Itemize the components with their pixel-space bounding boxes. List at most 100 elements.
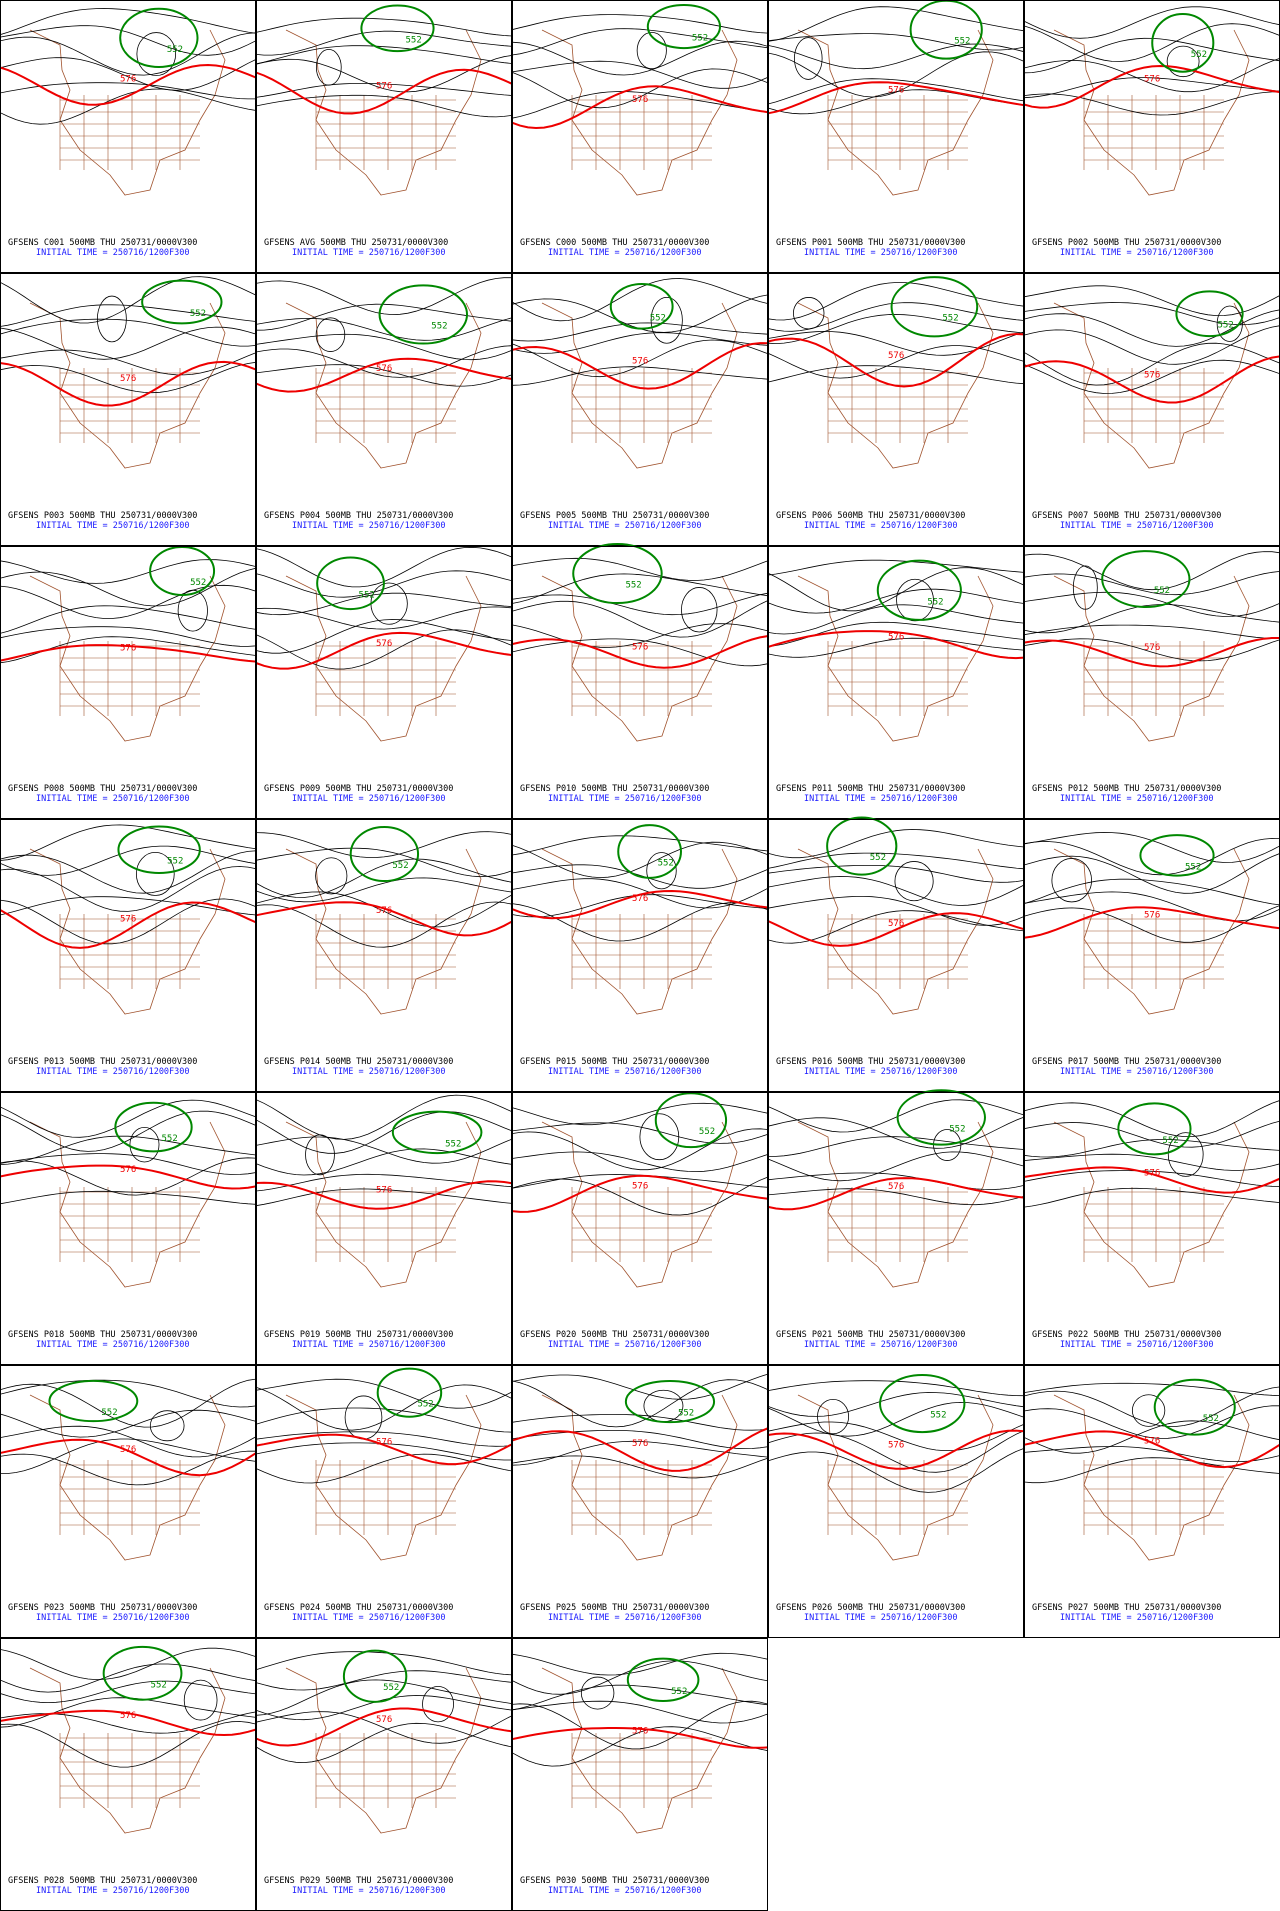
contour-552 — [1139, 834, 1215, 877]
coastline — [285, 1394, 482, 1561]
panel-title: GFSENS P008 500MB THU 250731/0000V300 — [8, 784, 197, 794]
contour-label: 552 — [1191, 50, 1207, 60]
contour-label: 552 — [190, 309, 206, 319]
initial-time: INITIAL TIME = 250716/1200F300 — [36, 1067, 190, 1077]
contour — [1023, 1382, 1280, 1396]
contour — [129, 1126, 160, 1163]
contour-576 — [255, 68, 513, 115]
contour-label: 576 — [888, 86, 904, 96]
contour-576 — [767, 1177, 1025, 1211]
initial-time: INITIAL TIME = 250716/1200F300 — [548, 1613, 702, 1623]
contour — [767, 559, 1025, 576]
contour — [255, 45, 513, 65]
map-panel: 576 552 GFSENS P024 500MB THU 250731/0000V… — [255, 1365, 513, 1638]
panel-title: GFSENS P002 500MB THU 250731/0000V300 — [1032, 238, 1221, 248]
contour-576 — [511, 635, 769, 669]
contour — [255, 317, 513, 341]
contour-576 — [1023, 1430, 1280, 1469]
contour — [255, 629, 513, 670]
panel-border — [0, 1092, 256, 1365]
contour — [255, 1711, 513, 1744]
panel-title: GFSENS P022 500MB THU 250731/0000V300 — [1032, 1330, 1221, 1340]
panel-border — [512, 1638, 768, 1911]
panel-border — [256, 273, 512, 546]
map-panel: 576 552 GFSENS P030 500MB THU 250731/0000V… — [511, 1638, 769, 1911]
contour-label: 552 — [699, 1127, 715, 1137]
contour-576 — [767, 1429, 1025, 1470]
contour — [315, 48, 342, 86]
contour — [1072, 565, 1098, 610]
contour-576 — [767, 81, 1025, 115]
contour-552 — [646, 4, 722, 50]
map-panel: 576 552 GFSENS P008 500MB THU 250731/0000V… — [0, 546, 257, 819]
contour-label: 552 — [383, 1683, 399, 1693]
contour-label: 576 — [632, 1439, 648, 1449]
contour-576 — [511, 1427, 769, 1472]
panel-title: GFSENS P012 500MB THU 250731/0000V300 — [1032, 784, 1221, 794]
contour — [767, 567, 1025, 612]
contour — [255, 1651, 513, 1676]
coastline — [541, 1121, 738, 1288]
contour-552 — [376, 1367, 443, 1418]
contour — [511, 294, 769, 333]
coastline — [797, 1121, 994, 1288]
contour-552 — [119, 7, 199, 68]
contour-label: 552 — [151, 1680, 167, 1690]
contour-576 — [0, 1164, 257, 1190]
initial-time: INITIAL TIME = 250716/1200F300 — [804, 1067, 958, 1077]
contour — [344, 1395, 383, 1440]
contour-label: 576 — [1144, 1437, 1160, 1447]
contour — [767, 1188, 1025, 1206]
contour — [1023, 853, 1280, 894]
contour-label: 576 — [888, 1182, 904, 1192]
map-panel: 576 552 GFSENS P005 500MB THU 250731/0000V… — [511, 273, 769, 546]
contour — [511, 1430, 769, 1450]
contour — [255, 877, 513, 903]
contour-label: 552 — [417, 1400, 433, 1410]
coastline — [1053, 29, 1250, 196]
contour — [255, 901, 513, 948]
panel-border — [1024, 1365, 1280, 1638]
contour — [0, 326, 257, 360]
initial-time: INITIAL TIME = 250716/1200F300 — [292, 794, 446, 804]
contour — [255, 94, 513, 118]
contour — [511, 592, 769, 616]
contour — [255, 592, 513, 616]
coastline — [285, 1121, 482, 1288]
contour — [0, 1647, 257, 1681]
contour-label: 576 — [1144, 74, 1160, 84]
initial-time: INITIAL TIME = 250716/1200F300 — [1060, 521, 1214, 531]
contour-label: 576 — [120, 374, 136, 384]
contour — [255, 831, 513, 858]
panel-title: GFSENS P014 500MB THU 250731/0000V300 — [264, 1057, 453, 1067]
contour — [255, 277, 512, 316]
coastline — [29, 1394, 226, 1561]
contour-552 — [102, 1645, 183, 1701]
contour-label: 552 — [942, 314, 958, 324]
initial-time: INITIAL TIME = 250716/1200F300 — [292, 1886, 446, 1896]
contour-552 — [1101, 550, 1191, 609]
contour — [1023, 6, 1280, 39]
initial-time: INITIAL TIME = 250716/1200F300 — [36, 1613, 190, 1623]
panel-title: GFSENS P015 500MB THU 250731/0000V300 — [520, 1057, 709, 1067]
contour — [0, 349, 257, 376]
contour-label: 576 — [120, 1165, 136, 1175]
contour — [511, 1455, 769, 1479]
contour — [511, 1726, 769, 1767]
contour — [255, 1173, 513, 1192]
panel-border — [768, 1092, 1024, 1365]
contour — [511, 1652, 769, 1676]
contour — [1023, 1153, 1280, 1171]
initial-time: INITIAL TIME = 250716/1200F300 — [804, 794, 958, 804]
contour — [636, 31, 667, 70]
contour-552 — [896, 1089, 986, 1146]
contour — [767, 1172, 1025, 1191]
map-panel: 576 552 GFSENS P002 500MB THU 250731/0000V… — [1023, 0, 1280, 273]
contour — [767, 1380, 1025, 1397]
contour — [422, 1685, 454, 1723]
contour-label: 576 — [376, 1438, 392, 1448]
panel-title: GFSENS P019 500MB THU 250731/0000V300 — [264, 1330, 453, 1340]
contour — [136, 32, 177, 76]
contour-label: 576 — [376, 1715, 392, 1725]
panel-border — [0, 273, 256, 546]
